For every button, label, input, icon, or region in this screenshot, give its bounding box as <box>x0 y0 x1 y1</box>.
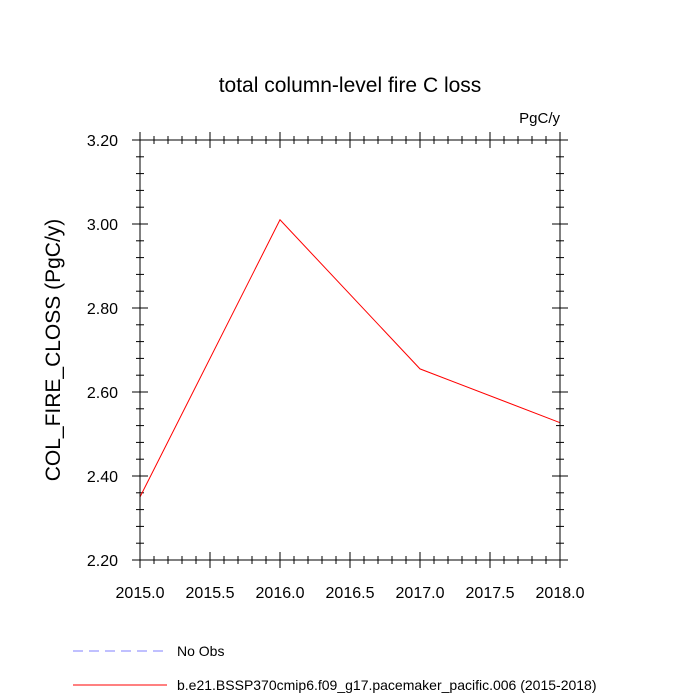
y-tick-label: 2.60 <box>87 385 118 402</box>
y-tick-labels: 2.20 2.40 2.60 2.80 3.00 3.20 <box>87 133 118 570</box>
series-line <box>139 218 561 498</box>
y-tick-label: 2.40 <box>87 469 118 486</box>
series-layer <box>139 218 561 498</box>
axis-ticks <box>132 132 568 568</box>
plot-frame <box>139 139 561 561</box>
chart-title: total column-level fire C loss <box>219 74 482 97</box>
legend-label: b.e21.BSSP370cmip6.f09_g17.pacemaker_pac… <box>177 677 597 693</box>
x-tick-label: 2015.5 <box>186 585 235 602</box>
x-tick-label: 2016.5 <box>326 585 375 602</box>
legend-label: No Obs <box>177 643 224 659</box>
y-axis-label: COL_FIRE_CLOSS (PgC/y) <box>42 219 65 482</box>
x-tick-label: 2017.5 <box>466 585 515 602</box>
x-tick-labels: 2015.0 2015.5 2016.0 2016.5 2017.0 2017.5 2018… <box>116 585 585 602</box>
y-tick-label: 3.00 <box>87 217 118 234</box>
legend: No Obs b.e21.BSSP370cmip6.f09_g17.pacemak… <box>73 643 597 693</box>
y-tick-label: 2.20 <box>87 553 118 570</box>
y-tick-label: 3.20 <box>87 133 118 150</box>
units-label: PgC/y <box>519 110 560 127</box>
x-tick-label: 2016.0 <box>256 585 305 602</box>
x-tick-label: 2017.0 <box>396 585 445 602</box>
y-tick-label: 2.80 <box>87 301 118 318</box>
x-tick-label: 2015.0 <box>116 585 165 602</box>
x-tick-label: 2018.0 <box>536 585 585 602</box>
